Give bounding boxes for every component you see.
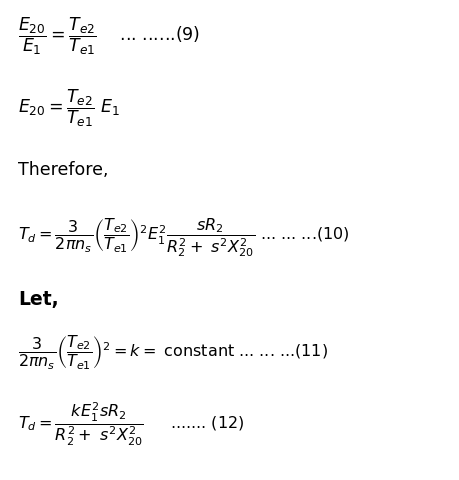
Text: $\dfrac{3}{2\pi n_s} \left(\dfrac{T_{e2}}{T_{e1}}\right)^{2} = k =$ constant ...: $\dfrac{3}{2\pi n_s} \left(\dfrac{T_{e2}… (18, 334, 328, 372)
Text: $T_d = \dfrac{kE_1^2 sR_2}{R_2^2 +\ s^2X_{20}^2}$   ....... (12): $T_d = \dfrac{kE_1^2 sR_2}{R_2^2 +\ s^2X… (18, 401, 244, 448)
Text: Let,: Let, (18, 290, 59, 310)
Text: $E_{20} = \dfrac{T_{e2}}{T_{e1}}\ E_1$: $E_{20} = \dfrac{T_{e2}}{T_{e1}}\ E_1$ (18, 87, 120, 129)
Text: Therefore,: Therefore, (18, 161, 109, 180)
Text: $\dfrac{E_{20}}{E_1} = \dfrac{T_{e2}}{T_{e1}}$  ... ......(9): $\dfrac{E_{20}}{E_1} = \dfrac{T_{e2}}{T_… (18, 15, 200, 57)
Text: $T_d = \dfrac{3}{2\pi n_s} \left(\dfrac{T_{e2}}{T_{e1}}\right)^{2} E_1^2 \dfrac{: $T_d = \dfrac{3}{2\pi n_s} \left(\dfrac{… (18, 216, 349, 259)
